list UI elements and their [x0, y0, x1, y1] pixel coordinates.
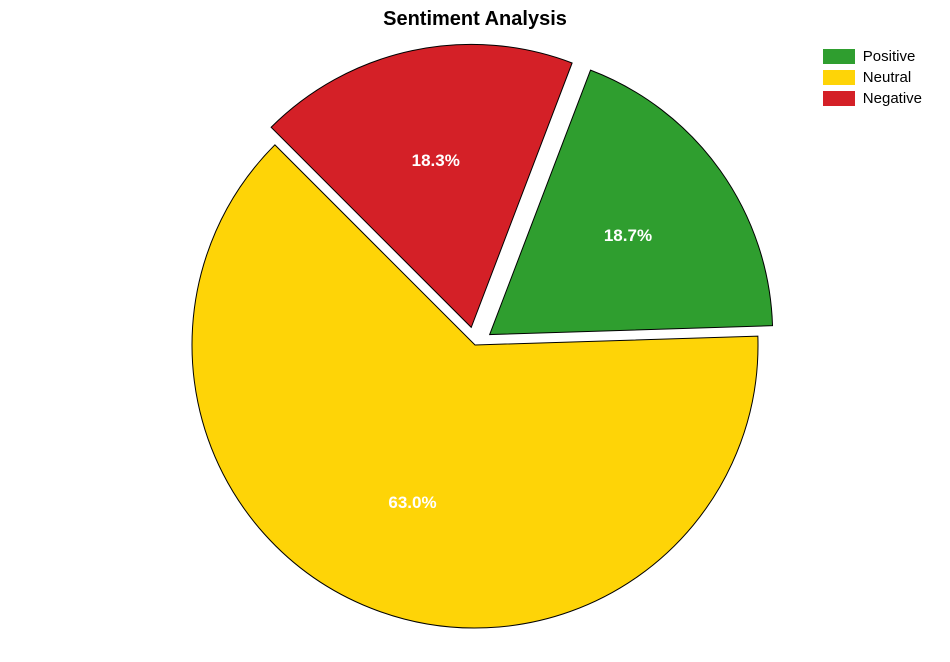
slice-label-neutral: 63.0%: [388, 493, 436, 513]
legend-swatch-neutral: [823, 70, 855, 85]
pie-chart-svg: [150, 40, 800, 660]
chart-title: Sentiment Analysis: [383, 8, 567, 31]
legend: Positive Neutral Negative: [823, 48, 922, 111]
legend-swatch-positive: [823, 49, 855, 64]
legend-item-positive: Positive: [823, 48, 922, 65]
legend-label-negative: Negative: [863, 90, 922, 107]
legend-label-neutral: Neutral: [863, 69, 911, 86]
slice-label-positive: 18.7%: [604, 226, 652, 246]
legend-label-positive: Positive: [863, 48, 916, 65]
pie-chart-container: Sentiment Analysis Positive Neutral Negati…: [0, 0, 950, 662]
legend-swatch-negative: [823, 91, 855, 106]
slice-label-negative: 18.3%: [412, 151, 460, 171]
legend-item-neutral: Neutral: [823, 69, 922, 86]
legend-item-negative: Negative: [823, 90, 922, 107]
